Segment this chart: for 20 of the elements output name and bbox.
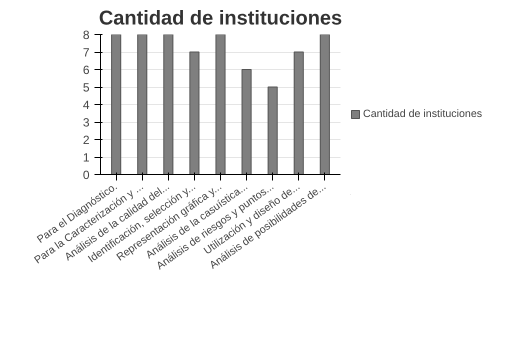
bar bbox=[189, 52, 200, 174]
y-tick-label: 1 bbox=[82, 150, 90, 164]
bar bbox=[294, 52, 304, 174]
y-tick-label: 4 bbox=[82, 98, 90, 112]
bar bbox=[111, 34, 122, 174]
bar bbox=[137, 34, 148, 174]
y-tick-label: 8 bbox=[82, 28, 90, 42]
y-tick-label: 6 bbox=[82, 63, 90, 77]
y-tick-label: 5 bbox=[82, 80, 90, 94]
y-tick-label: 0 bbox=[82, 168, 90, 182]
y-tick-label: 3 bbox=[82, 116, 90, 130]
y-tick-label: 2 bbox=[82, 133, 90, 147]
bar bbox=[242, 69, 252, 174]
y-tick-label: 7 bbox=[82, 46, 90, 60]
chart-title: Cantidad de instituciones bbox=[98, 8, 342, 30]
bar bbox=[215, 34, 226, 174]
bar bbox=[320, 34, 330, 174]
bar bbox=[163, 34, 174, 174]
bar bbox=[268, 86, 278, 174]
legend-label: Cantidad de instituciones bbox=[363, 108, 482, 120]
